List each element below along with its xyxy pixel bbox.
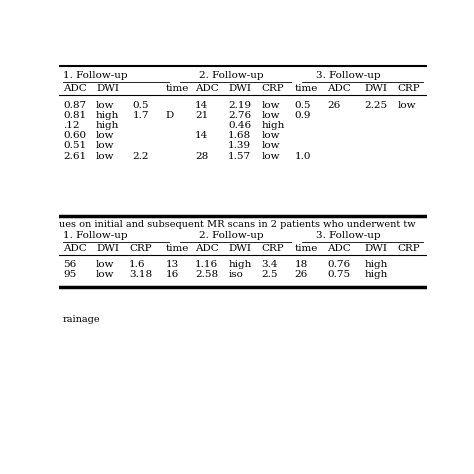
Text: high: high bbox=[364, 260, 388, 269]
Text: 2.25: 2.25 bbox=[364, 100, 387, 109]
Text: low: low bbox=[261, 100, 280, 109]
Text: DWI: DWI bbox=[96, 245, 119, 254]
Text: 1.7: 1.7 bbox=[133, 111, 149, 120]
Text: 26: 26 bbox=[294, 270, 308, 279]
Text: 3. Follow-up: 3. Follow-up bbox=[316, 231, 381, 240]
Text: 3.18: 3.18 bbox=[129, 270, 152, 279]
Text: 2.58: 2.58 bbox=[195, 270, 219, 279]
Text: iso: iso bbox=[228, 270, 243, 279]
Text: 13: 13 bbox=[166, 260, 179, 269]
Text: low: low bbox=[261, 152, 280, 161]
Text: 0.5: 0.5 bbox=[294, 100, 311, 109]
Text: low: low bbox=[261, 141, 280, 150]
Text: rainage: rainage bbox=[63, 315, 100, 324]
Text: DWI: DWI bbox=[228, 245, 251, 254]
Text: 2. Follow-up: 2. Follow-up bbox=[199, 72, 264, 81]
Text: CRP: CRP bbox=[261, 84, 284, 93]
Text: 1.57: 1.57 bbox=[228, 152, 251, 161]
Text: low: low bbox=[96, 141, 115, 150]
Text: 56: 56 bbox=[63, 260, 76, 269]
Text: high: high bbox=[228, 260, 252, 269]
Text: 2.5: 2.5 bbox=[261, 270, 278, 279]
Text: DWI: DWI bbox=[228, 84, 251, 93]
Text: 3.4: 3.4 bbox=[261, 260, 278, 269]
Text: low: low bbox=[261, 131, 280, 140]
Text: 0.9: 0.9 bbox=[294, 111, 311, 120]
Text: high: high bbox=[364, 270, 388, 279]
Text: low: low bbox=[96, 100, 115, 109]
Text: 0.51: 0.51 bbox=[63, 141, 86, 150]
Text: ADC: ADC bbox=[195, 84, 219, 93]
Text: low: low bbox=[96, 260, 115, 269]
Text: DWI: DWI bbox=[364, 245, 387, 254]
Text: 2.2: 2.2 bbox=[133, 152, 149, 161]
Text: 1.39: 1.39 bbox=[228, 141, 251, 150]
Text: CRP: CRP bbox=[261, 245, 284, 254]
Text: 1. Follow-up: 1. Follow-up bbox=[63, 72, 128, 81]
Text: ues on initial and subsequent MR scans in 2 patients who underwent tw: ues on initial and subsequent MR scans i… bbox=[59, 220, 416, 229]
Text: low: low bbox=[96, 131, 115, 140]
Text: 1.0: 1.0 bbox=[294, 152, 311, 161]
Text: 0.75: 0.75 bbox=[328, 270, 351, 279]
Text: ADC: ADC bbox=[63, 245, 87, 254]
Text: CRP: CRP bbox=[129, 245, 152, 254]
Text: 2.61: 2.61 bbox=[63, 152, 86, 161]
Text: 1.68: 1.68 bbox=[228, 131, 251, 140]
Text: DWI: DWI bbox=[96, 84, 119, 93]
Text: 2.76: 2.76 bbox=[228, 111, 251, 120]
Text: low: low bbox=[96, 152, 115, 161]
Text: 3. Follow-up: 3. Follow-up bbox=[316, 72, 381, 81]
Text: time: time bbox=[166, 245, 189, 254]
Text: time: time bbox=[294, 84, 318, 93]
Text: 28: 28 bbox=[195, 152, 209, 161]
Text: 1.6: 1.6 bbox=[129, 260, 146, 269]
Text: CRP: CRP bbox=[397, 245, 420, 254]
Text: 21: 21 bbox=[195, 111, 209, 120]
Text: 16: 16 bbox=[166, 270, 179, 279]
Text: high: high bbox=[261, 121, 285, 130]
Text: 0.76: 0.76 bbox=[328, 260, 351, 269]
Text: high: high bbox=[96, 111, 119, 120]
Text: DWI: DWI bbox=[364, 84, 387, 93]
Text: ADC: ADC bbox=[195, 245, 219, 254]
Text: 1. Follow-up: 1. Follow-up bbox=[63, 231, 128, 240]
Text: low: low bbox=[261, 111, 280, 120]
Text: low: low bbox=[96, 270, 115, 279]
Text: 2. Follow-up: 2. Follow-up bbox=[199, 231, 264, 240]
Text: 0.81: 0.81 bbox=[63, 111, 86, 120]
Text: .12: .12 bbox=[63, 121, 80, 130]
Text: ADC: ADC bbox=[63, 84, 87, 93]
Text: 0.60: 0.60 bbox=[63, 131, 86, 140]
Text: 14: 14 bbox=[195, 131, 209, 140]
Text: 1.16: 1.16 bbox=[195, 260, 219, 269]
Text: CRP: CRP bbox=[397, 84, 420, 93]
Text: time: time bbox=[294, 245, 318, 254]
Text: 18: 18 bbox=[294, 260, 308, 269]
Text: 26: 26 bbox=[328, 100, 341, 109]
Text: 0.87: 0.87 bbox=[63, 100, 86, 109]
Text: low: low bbox=[397, 100, 416, 109]
Text: time: time bbox=[166, 84, 189, 93]
Text: high: high bbox=[96, 121, 119, 130]
Text: ADC: ADC bbox=[328, 84, 351, 93]
Text: D: D bbox=[166, 111, 174, 120]
Text: 0.46: 0.46 bbox=[228, 121, 251, 130]
Text: 95: 95 bbox=[63, 270, 76, 279]
Text: 2.19: 2.19 bbox=[228, 100, 251, 109]
Text: 0.5: 0.5 bbox=[133, 100, 149, 109]
Text: 14: 14 bbox=[195, 100, 209, 109]
Text: ADC: ADC bbox=[328, 245, 351, 254]
